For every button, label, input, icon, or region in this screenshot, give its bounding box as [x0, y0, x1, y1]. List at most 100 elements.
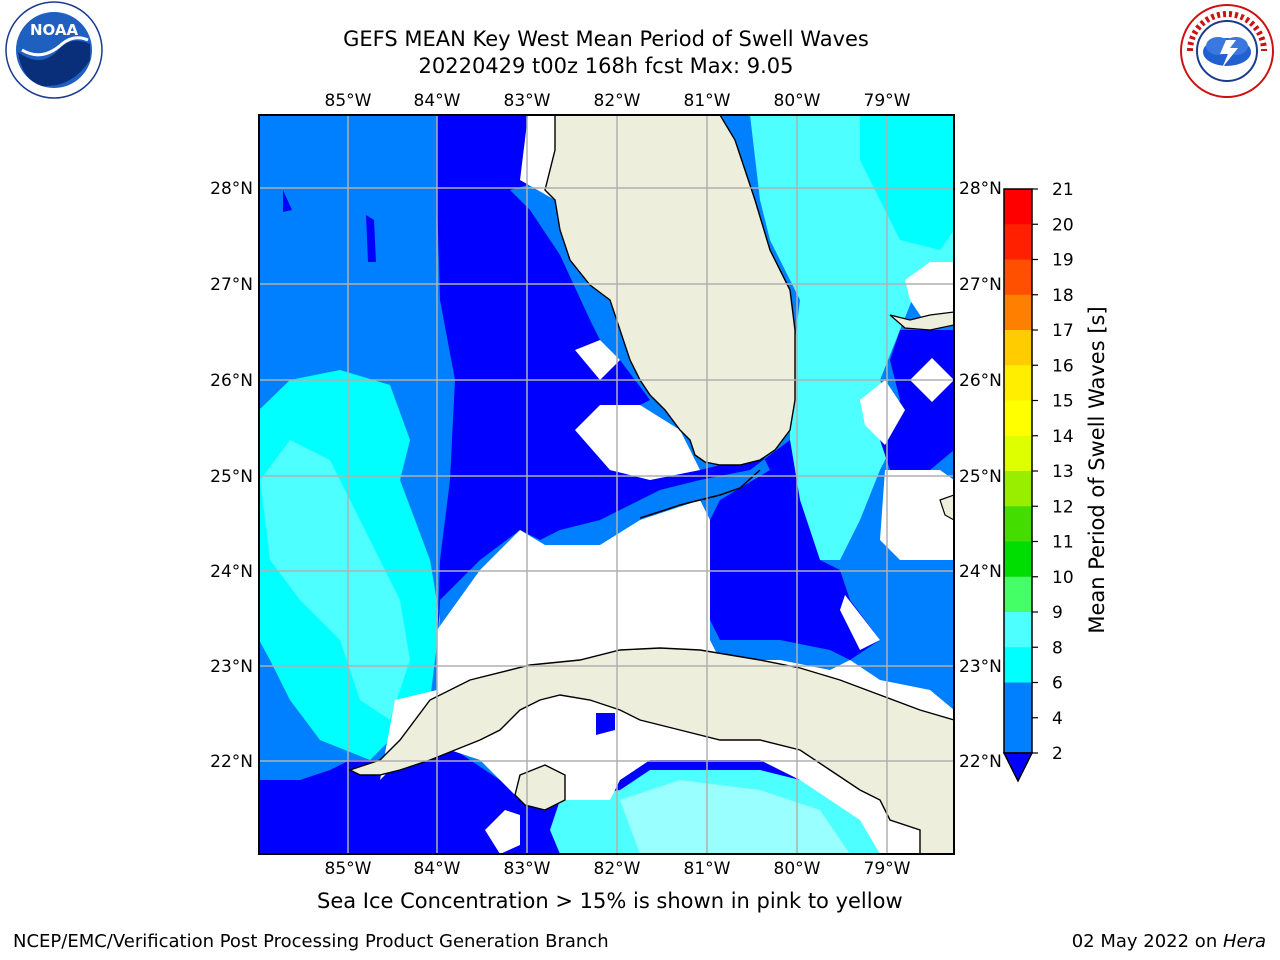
lon-labels-bottom: 85°W 84°W 83°W 82°W 81°W 80°W 79°W [325, 859, 911, 879]
lon-label-bottom: 83°W [504, 859, 551, 879]
lon-label-top: 81°W [684, 91, 731, 111]
colorbar-segment [1004, 189, 1032, 225]
map-field [259, 115, 954, 854]
lat-label-right: 27°N [959, 275, 1002, 295]
lat-label-left: 27°N [210, 275, 253, 295]
colorbar-segment [1004, 259, 1032, 296]
colorbar-tick-label: 2 [1052, 744, 1063, 764]
land-grand-bahama [889, 311, 954, 331]
mask-2 [575, 405, 700, 480]
field-8-9-west [260, 440, 410, 720]
colorbar-segment [1004, 330, 1032, 366]
sea-ice-note: Sea Ice Concentration > 15% is shown in … [317, 889, 903, 913]
footer-date: 02 May 2022 on Hera [1072, 931, 1266, 952]
noaa-logo-text: NOAA [30, 21, 79, 39]
lat-label-right: 25°N [959, 467, 1002, 487]
colorbar-segment [1004, 365, 1032, 401]
lat-label-left: 25°N [210, 467, 253, 487]
mask-3 [880, 470, 954, 560]
lat-label-right: 23°N [959, 657, 1002, 677]
colorbar-segment [1004, 435, 1032, 472]
lat-labels-right: 28°N 27°N 26°N 25°N 24°N 23°N 22°N [959, 179, 1002, 772]
colorbar-tick-label: 12 [1052, 497, 1074, 517]
lat-label-right: 24°N [959, 562, 1002, 582]
colorbar-extend-min [1002, 752, 1034, 783]
lon-label-bottom: 85°W [325, 859, 372, 879]
field-2-4-central [259, 115, 954, 854]
field-8-9-south-light [620, 780, 850, 854]
colorbar-tick-label: 19 [1052, 251, 1074, 271]
lon-label-bottom: 79°W [864, 859, 911, 879]
lat-label-right: 26°N [959, 371, 1002, 391]
lat-label-left: 24°N [210, 562, 253, 582]
footer-date-text: 02 May 2022 on [1071, 931, 1223, 952]
lon-label-top: 85°W [325, 91, 372, 111]
lat-label-left: 22°N [210, 752, 253, 772]
colorbar-segment [1004, 612, 1032, 648]
mask-bahamas1 [860, 380, 905, 445]
land-andros [939, 494, 954, 521]
colorbar-segment [1004, 224, 1032, 260]
field-6-8-east [860, 115, 954, 250]
map-title-line1: GEFS MEAN Key West Mean Period of Swell … [343, 27, 869, 51]
colorbar-segment [1004, 294, 1032, 331]
field-2-4-patch3 [596, 713, 615, 735]
colorbar-tick-labels: 21 20 19 18 17 16 15 14 13 12 11 10 9 8 6 4 2 [1032, 180, 1074, 764]
footer-host: Hera [1222, 931, 1266, 952]
lon-label-bottom: 84°W [414, 859, 461, 879]
land-florida [544, 115, 796, 466]
footer-credit: NCEP/EMC/Verification Post Processing Pr… [13, 931, 609, 952]
lon-labels-top: 85°W 84°W 83°W 82°W 81°W 80°W 79°W [325, 91, 911, 111]
colorbar-segment [1004, 576, 1032, 613]
lat-label-left: 23°N [210, 657, 253, 677]
colorbar-segment [1004, 647, 1032, 683]
colorbar-segment [1004, 400, 1032, 437]
lon-label-top: 83°W [504, 91, 551, 111]
lon-label-bottom: 82°W [594, 859, 641, 879]
colorbar-tick-label: 21 [1052, 180, 1074, 200]
colorbar-segment [1004, 541, 1032, 578]
lon-label-top: 84°W [414, 91, 461, 111]
lat-label-right: 28°N [959, 179, 1002, 199]
lon-label-top: 82°W [594, 91, 641, 111]
land-florida-keys [639, 469, 761, 519]
colorbar-tick-label: 10 [1052, 568, 1074, 588]
colorbar-tick-label: 6 [1052, 674, 1063, 694]
mask-nw [520, 115, 555, 200]
lon-label-top: 80°W [774, 91, 821, 111]
colorbar-tick-label: 15 [1052, 392, 1074, 412]
colorbar-tick-label: 18 [1052, 286, 1074, 306]
field-2-4-patch2 [366, 215, 376, 262]
map-title-line2: 20220429 t00z 168h fcst Max: 9.05 [418, 54, 794, 78]
lon-label-bottom: 81°W [684, 859, 731, 879]
lat-label-left: 28°N [210, 179, 253, 199]
colorbar-tick-label: 16 [1052, 356, 1074, 376]
colorbar-tick-label: 4 [1052, 709, 1063, 729]
colorbar-segment [1004, 717, 1032, 754]
field-2-4-patch1 [283, 190, 292, 212]
lon-label-bottom: 80°W [774, 859, 821, 879]
lat-labels-left: 28°N 27°N 26°N 25°N 24°N 23°N 22°N [210, 179, 253, 772]
colorbar-tick-label: 17 [1052, 321, 1074, 341]
colorbar-segment [1004, 506, 1032, 542]
lon-label-top: 79°W [864, 91, 911, 111]
colorbar-tick-label: 14 [1052, 427, 1074, 447]
nws-logo [1180, 4, 1274, 98]
colorbar-tick-label: 13 [1052, 462, 1074, 482]
colorbar-tick-label: 8 [1052, 638, 1063, 658]
noaa-logo: NOAA [5, 1, 103, 99]
colorbar [1002, 188, 1034, 783]
mask-1 [575, 340, 620, 380]
map-frame [258, 114, 955, 855]
colorbar-tick-label: 11 [1052, 533, 1074, 553]
colorbar-segment [1004, 682, 1032, 719]
lat-label-left: 26°N [210, 371, 253, 391]
mask-4 [840, 595, 880, 650]
mask-5 [485, 810, 520, 854]
colorbar-title: Mean Period of Swell Waves [s] [1085, 306, 1109, 634]
colorbar-tick-label: 20 [1052, 215, 1074, 235]
colorbar-segment [1004, 471, 1032, 507]
lat-label-right: 22°N [959, 752, 1002, 772]
colorbar-tick-label: 9 [1052, 603, 1063, 623]
